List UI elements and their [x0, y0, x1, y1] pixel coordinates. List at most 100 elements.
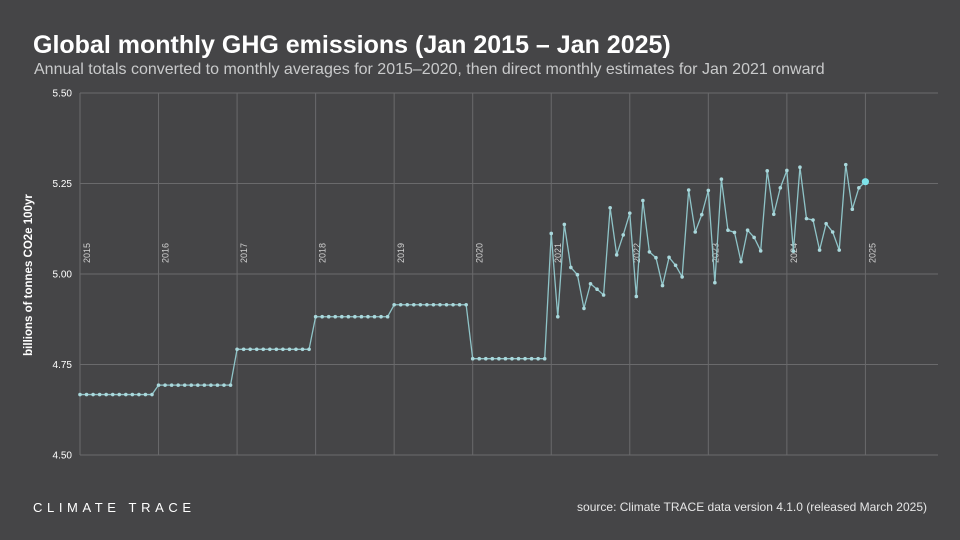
data-point	[555, 314, 560, 319]
data-point	[169, 383, 174, 387]
x-tick-label: 2024	[789, 243, 799, 263]
data-point	[686, 188, 691, 192]
data-point	[209, 383, 213, 387]
data-point	[510, 356, 514, 361]
data-point	[91, 392, 95, 397]
data-point	[431, 302, 436, 307]
data-point	[804, 216, 809, 221]
data-point	[503, 356, 508, 361]
data-point	[490, 356, 495, 361]
data-point	[798, 165, 802, 170]
data-point	[529, 356, 534, 361]
data-point	[117, 392, 122, 397]
data-point	[614, 253, 619, 257]
data-point	[516, 356, 521, 361]
x-tick-label: 2015	[82, 243, 92, 263]
data-point	[470, 356, 475, 361]
data-point	[634, 294, 639, 299]
data-point	[582, 306, 586, 311]
data-point	[425, 302, 429, 307]
data-point	[398, 302, 403, 307]
data-point	[202, 383, 207, 387]
data-point	[156, 383, 161, 387]
data-point	[791, 249, 796, 253]
data-point	[464, 302, 468, 307]
data-point	[497, 356, 501, 361]
data-point	[752, 235, 756, 240]
data-point	[346, 314, 351, 319]
data-point	[78, 392, 82, 397]
data-point	[699, 212, 704, 217]
data-point	[84, 392, 89, 397]
data-point	[523, 356, 527, 361]
data-point	[732, 230, 737, 235]
data-point	[176, 383, 180, 387]
data-point	[843, 162, 848, 167]
data-point	[726, 228, 730, 232]
x-tick-label: 2016	[161, 243, 171, 263]
data-point	[438, 302, 442, 307]
page-title: Global monthly GHG emissions (Jan 2015 –…	[33, 31, 671, 59]
data-point	[359, 314, 364, 319]
data-point	[130, 392, 135, 397]
x-tick-label: 2022	[632, 243, 642, 263]
data-point	[830, 230, 835, 234]
data-point	[811, 218, 815, 222]
data-point	[405, 302, 410, 307]
data-point	[549, 231, 554, 236]
data-point	[850, 207, 855, 212]
data-point	[254, 347, 259, 352]
data-point	[222, 383, 226, 387]
data-point	[372, 314, 377, 319]
data-point	[837, 248, 842, 252]
data-point	[333, 314, 338, 319]
grid-layer	[79, 92, 938, 456]
data-point	[294, 347, 298, 352]
data-point	[536, 356, 540, 361]
data-point	[392, 302, 396, 307]
data-point	[97, 392, 102, 397]
brand-logo: CLIMATE TRACE	[33, 500, 196, 515]
data-point	[137, 392, 141, 397]
data-point	[771, 212, 776, 217]
data-point	[287, 347, 292, 352]
y-axis-label: billions of tonnes CO2e 100yr	[23, 194, 35, 356]
y-tick-label: 5.25	[53, 179, 73, 190]
x-tick-label: 2020	[475, 243, 485, 263]
data-point	[411, 302, 416, 307]
x-tick-label: 2018	[318, 243, 328, 263]
data-point	[641, 198, 645, 203]
data-point	[562, 222, 567, 227]
data-point	[654, 255, 658, 260]
data-point	[340, 314, 344, 319]
data-point	[326, 314, 331, 319]
data-point	[595, 287, 599, 292]
data-point	[706, 188, 711, 193]
data-point	[817, 248, 822, 252]
data-point	[261, 347, 266, 352]
latest-data-point	[861, 178, 870, 186]
y-tick-labels: 4.50 4.75 5.00 5.25 5.50	[53, 89, 73, 462]
data-point	[385, 314, 390, 319]
data-point	[745, 228, 750, 232]
y-tick-label: 4.50	[53, 451, 73, 462]
data-point	[713, 280, 717, 285]
data-point	[673, 263, 678, 268]
data-point	[444, 302, 449, 307]
data-point	[647, 250, 652, 254]
data-point	[274, 347, 279, 352]
data-point	[477, 356, 482, 361]
data-point	[451, 302, 455, 307]
y-tick-label: 5.00	[53, 270, 73, 281]
x-tick-label: 2021	[553, 243, 563, 263]
data-point	[182, 383, 187, 387]
x-tick-labels: 2015 2016 2017 2018 2019 2020 2021 2022 2023 2024…	[82, 243, 877, 263]
data-point	[824, 221, 828, 226]
data-point	[300, 347, 305, 352]
data-point	[268, 347, 272, 352]
x-tick-label: 2025	[867, 243, 877, 263]
data-point	[765, 169, 770, 173]
data-point	[235, 347, 239, 352]
data-point	[307, 347, 311, 352]
data-point	[320, 314, 324, 319]
